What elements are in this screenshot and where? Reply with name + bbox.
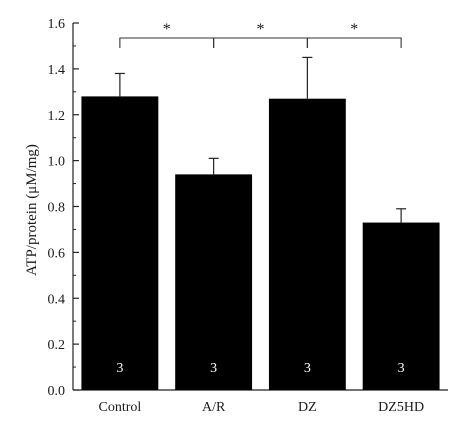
y-tick-label: 0.0 <box>48 384 66 399</box>
significance-bracket <box>213 37 308 48</box>
bar-layer: 3 Control 3 A/R 3 DZ 3 DZ5HD <box>81 56 440 415</box>
x-tick-label: A/R <box>202 400 226 415</box>
y-tick-label: 1.6 <box>48 17 66 32</box>
significance-bracket <box>119 37 215 48</box>
bar <box>81 96 159 391</box>
x-tick-label: DZ <box>298 400 317 415</box>
significance-bracket <box>306 37 402 48</box>
bar-count-label: 3 <box>210 361 217 376</box>
x-tick-label: DZ5HD <box>378 400 424 415</box>
bar-count-label: 3 <box>398 361 405 376</box>
y-tick-label: 0.4 <box>48 292 66 307</box>
significance-star: * <box>163 21 171 38</box>
bar <box>268 98 346 390</box>
y-tick-label: 1.4 <box>48 63 66 78</box>
bar-count-label: 3 <box>304 361 311 376</box>
y-tick-label: 0.8 <box>48 201 66 216</box>
significance-star: * <box>257 21 265 38</box>
y-tick-label: 1.0 <box>48 155 66 170</box>
x-tick-label: Control <box>98 400 141 415</box>
bar <box>362 222 440 390</box>
significance-star: * <box>350 21 358 38</box>
significance-layer: * * * <box>119 21 402 48</box>
y-axis-label: ATP/protein (μM/mg) <box>24 144 40 276</box>
y-tick-label: 0.2 <box>48 338 66 353</box>
y-tick-label: 1.2 <box>48 109 66 124</box>
bar-count-label: 3 <box>116 361 123 376</box>
bar <box>175 174 253 390</box>
y-tick-label: 0.6 <box>48 246 66 261</box>
